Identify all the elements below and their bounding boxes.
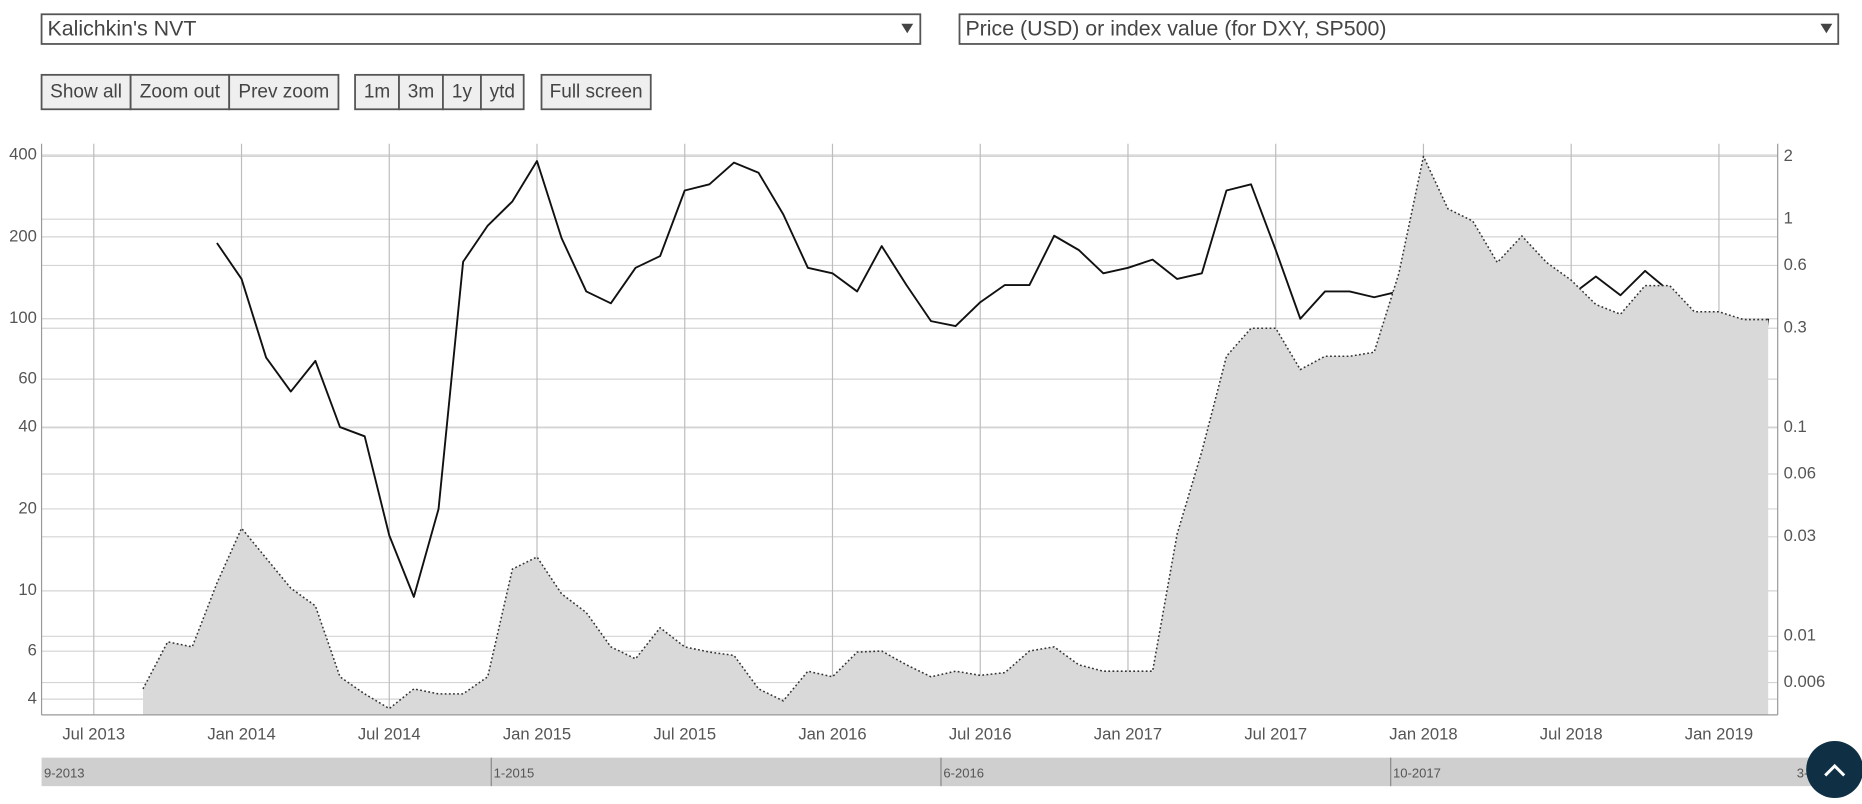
y-tick-label: 400	[9, 144, 37, 163]
x-tick-label: Jul 2016	[949, 724, 1012, 743]
x-tick-label: Jul 2013	[62, 724, 125, 743]
y2-tick-label: 0.06	[1784, 463, 1816, 482]
button-label[interactable]: 1y	[452, 82, 473, 103]
button-label[interactable]: Full screen	[550, 82, 643, 103]
selector-box[interactable]	[958, 13, 1840, 45]
button[interactable]	[442, 73, 482, 111]
button[interactable]	[228, 73, 340, 111]
x-tick-label: Jan 2017	[1094, 724, 1162, 743]
navigator-label: 10-2017	[1393, 766, 1441, 781]
y2-tick-label: 0.3	[1784, 318, 1807, 337]
button[interactable]	[40, 73, 132, 111]
y-tick-label: 6	[28, 641, 37, 660]
button-label[interactable]: ytd	[490, 82, 515, 103]
y2-tick-label: 0.1	[1784, 417, 1807, 436]
y2-tick-label: 0.01	[1784, 626, 1816, 645]
chart: 4 6 10 20 40 60 100 200 400 0.006 0.01 0.03 0.06 0.1 0…	[9, 143, 1826, 743]
scroll-top-button[interactable]	[1806, 741, 1862, 799]
button-label[interactable]: 1m	[364, 82, 390, 103]
button-label[interactable]: Zoom out	[140, 82, 221, 103]
button-label[interactable]: 3m	[408, 82, 434, 103]
y-tick-label: 40	[18, 416, 36, 435]
x-tick-label: Jul 2017	[1244, 724, 1307, 743]
navigator-bar[interactable]	[41, 757, 1829, 787]
button-label[interactable]: Prev zoom	[238, 82, 329, 103]
y2-tick-label: 0.006	[1784, 672, 1826, 691]
button-label[interactable]: Show all	[50, 82, 122, 103]
y-tick-label: 20	[18, 498, 36, 517]
button[interactable]	[480, 73, 525, 111]
x-tick-label: Jan 2015	[503, 724, 571, 743]
y2-tick-label: 0.6	[1784, 255, 1807, 274]
x-tick-label: Jan 2014	[207, 724, 275, 743]
navigator-label: 1-2015	[494, 766, 535, 781]
x-tick-label: Jul 2018	[1540, 724, 1603, 743]
selector-text: Price (USD) or index value (for DXY, SP5…	[965, 16, 1386, 40]
y-tick-label: 100	[9, 308, 37, 327]
button[interactable]	[540, 73, 652, 111]
x-tick-label: Jul 2015	[653, 724, 716, 743]
chevron-icon	[1824, 763, 1846, 777]
button[interactable]	[354, 73, 400, 111]
selector[interactable]: Kalichkin's NVT	[40, 13, 922, 45]
selector-text: Kalichkin's NVT	[48, 16, 197, 40]
x-tick-label: Jan 2019	[1685, 724, 1753, 743]
y2-tick-label: 2	[1784, 146, 1793, 165]
dropdown-arrow	[901, 23, 914, 34]
y-tick-label: 4	[28, 689, 37, 708]
button[interactable]	[398, 73, 444, 111]
y2-tick-label: 0.03	[1784, 526, 1816, 545]
dropdown-arrow	[1820, 23, 1833, 34]
scroll-top-circle[interactable]	[1806, 741, 1862, 799]
navigator-label: 9-2013	[44, 766, 85, 781]
button[interactable]	[129, 73, 231, 111]
y-tick-label: 200	[9, 226, 37, 245]
button-bar: Show all Zoom out Prev zoom 1m 3m 1y ytd Full s…	[40, 73, 652, 111]
x-tick-label: Jan 2016	[798, 724, 866, 743]
navigator-label: 6-2016	[943, 766, 984, 781]
x-tick-label: Jul 2014	[358, 724, 421, 743]
area-fill	[142, 156, 1769, 715]
y-tick-label: 10	[18, 580, 36, 599]
x-tick-label: Jan 2018	[1389, 724, 1457, 743]
selector[interactable]: Price (USD) or index value (for DXY, SP5…	[958, 13, 1840, 45]
y2-tick-label: 1	[1784, 209, 1793, 228]
y-tick-label: 60	[18, 369, 36, 388]
selector-box[interactable]	[40, 13, 922, 45]
